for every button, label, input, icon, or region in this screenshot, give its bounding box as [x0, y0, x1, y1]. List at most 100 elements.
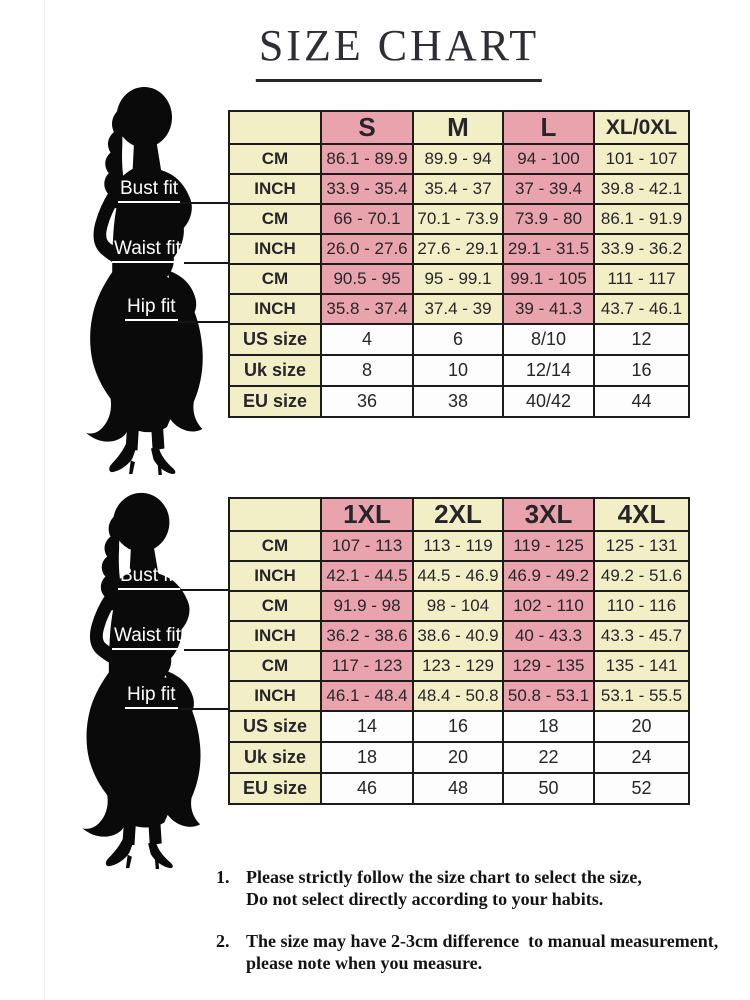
size-value-cell: 20 — [593, 710, 690, 743]
size-value-cell: 35.4 - 37 — [412, 173, 504, 205]
size-value-cell: 86.1 - 89.9 — [320, 143, 414, 175]
woman-silhouette-top — [60, 84, 220, 476]
note-2: 2. The size may have 2-3cm difference to… — [216, 930, 750, 974]
notes-section: 1. Please strictly follow the size chart… — [216, 866, 750, 994]
measurement-row-label: Uk size — [228, 741, 322, 774]
size-value-cell: 18 — [320, 741, 414, 774]
size-value-cell: 37 - 39.4 — [502, 173, 595, 205]
size-value-cell: 52 — [593, 772, 690, 805]
size-value-cell: 33.9 - 36.2 — [593, 233, 690, 265]
size-value-cell: 8/10 — [502, 323, 595, 356]
size-column-header: L — [502, 110, 595, 145]
note-2-line-1: The size may have 2-3cm difference to ma… — [246, 931, 719, 951]
size-value-cell: 50.8 - 53.1 — [502, 680, 595, 712]
hip-fit-line-top — [178, 321, 230, 323]
size-value-cell: 24 — [593, 741, 690, 774]
size-value-cell: 90.5 - 95 — [320, 263, 414, 295]
measurement-row-label: INCH — [228, 233, 322, 265]
size-value-cell: 16 — [593, 354, 690, 387]
bust-fit-label-top: Bust fit — [118, 179, 181, 203]
note-1-line-1: Please strictly follow the size chart to… — [246, 867, 642, 887]
size-value-cell: 29.1 - 31.5 — [502, 233, 595, 265]
measurement-row-label: CM — [228, 203, 322, 235]
size-value-cell: 66 - 70.1 — [320, 203, 414, 235]
size-value-cell: 48.4 - 50.8 — [412, 680, 504, 712]
size-column-header: S — [320, 110, 414, 145]
hip-fit-label-bottom: Hip fit — [125, 685, 178, 709]
size-value-cell: 36 — [320, 385, 414, 418]
table-row: INCH 46.1 - 48.4 48.4 - 50.8 50.8 - 53.1 53.… — [228, 680, 690, 712]
note-1-line-2: Do not select directly according to your… — [246, 889, 604, 909]
size-column-header: 2XL — [412, 497, 504, 532]
table-row: CM 117 - 123 123 - 129 129 - 135 135 - 141 — [228, 650, 690, 682]
measurement-row-label: CM — [228, 590, 322, 622]
table-row: CM 66 - 70.1 70.1 - 73.9 73.9 - 80 86.1 - 91… — [228, 203, 690, 235]
measurement-row-label: INCH — [228, 560, 322, 592]
measurement-row-label: INCH — [228, 293, 322, 325]
size-value-cell: 26.0 - 27.6 — [320, 233, 414, 265]
size-table-regular: S M L XL/0XL CM 86.1 - 89.9 89.9 - 94 94 - 100 1… — [228, 110, 690, 418]
table-row: INCH 42.1 - 44.5 44.5 - 46.9 46.9 - 49.2 49.… — [228, 560, 690, 592]
size-column-header: 3XL — [502, 497, 595, 532]
left-edge-line — [44, 0, 45, 1000]
waist-fit-label-top: Waist fit — [112, 239, 183, 263]
size-value-cell: 6 — [412, 323, 504, 356]
size-value-cell: 117 - 123 — [320, 650, 414, 682]
size-value-cell: 46.1 - 48.4 — [320, 680, 414, 712]
size-value-cell: 99.1 - 105 — [502, 263, 595, 295]
size-value-cell: 95 - 99.1 — [412, 263, 504, 295]
size-value-cell: 35.8 - 37.4 — [320, 293, 414, 325]
hip-fit-line-bottom — [178, 708, 230, 710]
size-column-header: M — [412, 110, 504, 145]
size-value-cell: 44.5 - 46.9 — [412, 560, 504, 592]
note-1: 1. Please strictly follow the size chart… — [216, 866, 750, 910]
size-value-cell: 4 — [320, 323, 414, 356]
size-value-cell: 40/42 — [502, 385, 595, 418]
size-value-cell: 12 — [593, 323, 690, 356]
size-value-cell: 111 - 117 — [593, 263, 690, 295]
page-title: SIZE CHART — [255, 20, 543, 82]
table-row: US size 14 16 18 20 — [228, 710, 690, 743]
bust-fit-label-bottom: Bust fit — [118, 566, 181, 590]
size-value-cell: 110 - 116 — [593, 590, 690, 622]
size-value-cell: 39 - 41.3 — [502, 293, 595, 325]
table-row: CM 107 - 113 113 - 119 119 - 125 125 - 131 — [228, 530, 690, 562]
measurement-row-label: Uk size — [228, 354, 322, 387]
note-1-number: 1. — [216, 867, 230, 887]
size-value-cell: 43.3 - 45.7 — [593, 620, 690, 652]
size-value-cell: 73.9 - 80 — [502, 203, 595, 235]
size-value-cell: 91.9 - 98 — [320, 590, 414, 622]
size-value-cell: 125 - 131 — [593, 530, 690, 562]
size-value-cell: 36.2 - 38.6 — [320, 620, 414, 652]
size-value-cell: 38 — [412, 385, 504, 418]
measurement-row-label: CM — [228, 263, 322, 295]
size-value-cell: 46.9 - 49.2 — [502, 560, 595, 592]
woman-silhouette-bottom — [56, 490, 218, 870]
size-value-cell: 50 — [502, 772, 595, 805]
measurement-row-label: EU size — [228, 385, 322, 418]
size-column-header: 4XL — [593, 497, 690, 532]
measurement-row-label: EU size — [228, 772, 322, 805]
measurement-row-label: US size — [228, 323, 322, 356]
table-row: INCH 35.8 - 37.4 37.4 - 39 39 - 41.3 43.7 - … — [228, 293, 690, 325]
size-value-cell: 12/14 — [502, 354, 595, 387]
table-row: Uk size 18 20 22 24 — [228, 741, 690, 774]
note-2-number: 2. — [216, 931, 230, 951]
table-row: US size 4 6 8/10 12 — [228, 323, 690, 356]
size-table-plus: 1XL 2XL 3XL 4XL CM 107 - 113 113 - 119 119 - 12… — [228, 497, 690, 805]
size-value-cell: 42.1 - 44.5 — [320, 560, 414, 592]
table-row: CM 86.1 - 89.9 89.9 - 94 94 - 100 101 - 107 — [228, 143, 690, 175]
table-row: INCH 26.0 - 27.6 27.6 - 29.1 29.1 - 31.5 33.… — [228, 233, 690, 265]
size-value-cell: 8 — [320, 354, 414, 387]
table-row: Uk size 8 10 12/14 16 — [228, 354, 690, 387]
hip-fit-label-top: Hip fit — [125, 297, 178, 321]
size-value-cell: 37.4 - 39 — [412, 293, 504, 325]
size-value-cell: 101 - 107 — [593, 143, 690, 175]
size-value-cell: 49.2 - 51.6 — [593, 560, 690, 592]
measurement-row-label: US size — [228, 710, 322, 743]
size-value-cell: 46 — [320, 772, 414, 805]
table-row: INCH 36.2 - 38.6 38.6 - 40.9 40 - 43.3 43.3 … — [228, 620, 690, 652]
size-value-cell: 123 - 129 — [412, 650, 504, 682]
size-value-cell: 40 - 43.3 — [502, 620, 595, 652]
